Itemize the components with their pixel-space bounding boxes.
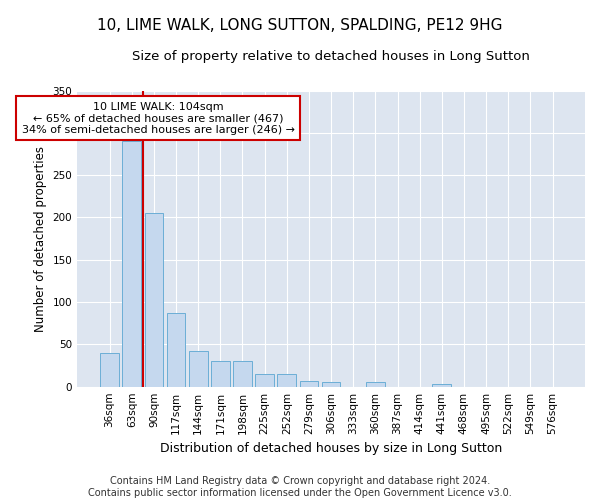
Bar <box>122 142 141 386</box>
Bar <box>233 362 252 386</box>
Bar <box>167 313 185 386</box>
Bar <box>366 382 385 386</box>
Text: 10, LIME WALK, LONG SUTTON, SPALDING, PE12 9HG: 10, LIME WALK, LONG SUTTON, SPALDING, PE… <box>97 18 503 32</box>
Text: 10 LIME WALK: 104sqm
← 65% of detached houses are smaller (467)
34% of semi-deta: 10 LIME WALK: 104sqm ← 65% of detached h… <box>22 102 295 135</box>
Bar <box>277 374 296 386</box>
Bar <box>145 213 163 386</box>
Text: Contains HM Land Registry data © Crown copyright and database right 2024.
Contai: Contains HM Land Registry data © Crown c… <box>88 476 512 498</box>
Bar <box>211 362 230 386</box>
Bar <box>322 382 340 386</box>
Bar <box>299 381 319 386</box>
Title: Size of property relative to detached houses in Long Sutton: Size of property relative to detached ho… <box>132 50 530 63</box>
Bar <box>433 384 451 386</box>
Bar <box>100 353 119 386</box>
Bar <box>189 351 208 386</box>
Bar <box>255 374 274 386</box>
Y-axis label: Number of detached properties: Number of detached properties <box>34 146 47 332</box>
X-axis label: Distribution of detached houses by size in Long Sutton: Distribution of detached houses by size … <box>160 442 502 455</box>
